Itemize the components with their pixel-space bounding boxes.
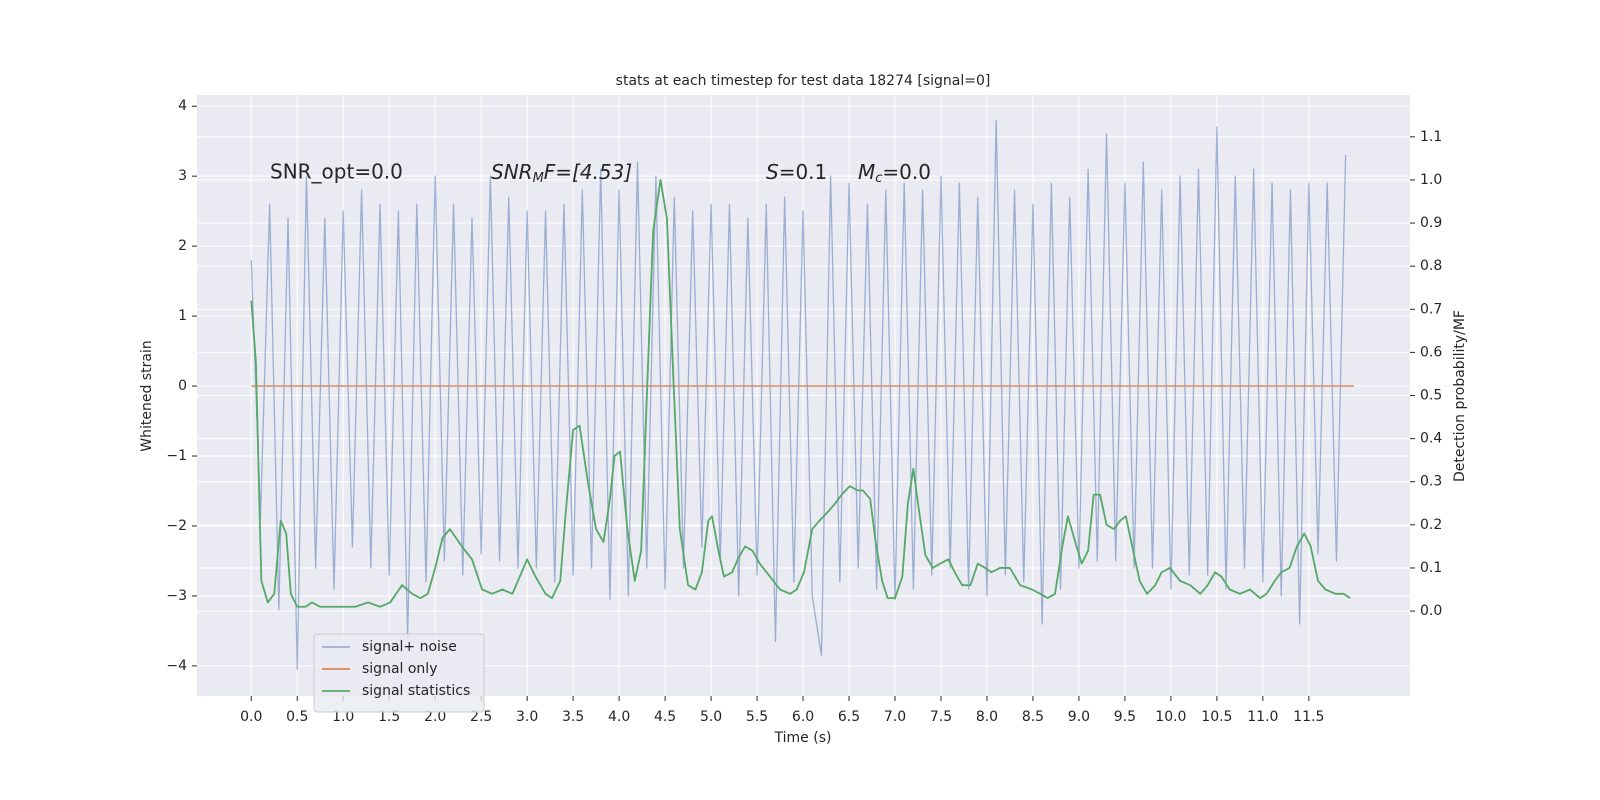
x-tick-label: 4.0 bbox=[608, 709, 630, 725]
x-tick-label: 8.5 bbox=[1022, 709, 1044, 725]
annotation: SNRMF=[4.53] bbox=[491, 160, 632, 186]
y2-tick-label: 0.4 bbox=[1420, 431, 1442, 447]
y-tick-label: 3 bbox=[178, 168, 187, 184]
x-tick-label: 5.5 bbox=[746, 709, 768, 725]
y2-tick-label: 0.7 bbox=[1420, 301, 1442, 317]
x-tick-label: 8.0 bbox=[976, 709, 998, 725]
annotation-part: S bbox=[766, 160, 779, 184]
x-tick-label: 11.5 bbox=[1293, 709, 1324, 725]
y2-tick-label: 0.0 bbox=[1420, 603, 1442, 619]
annotation-part: =0.0 bbox=[882, 160, 931, 184]
annotation-part: M bbox=[858, 160, 875, 184]
series-line bbox=[250, 179, 1351, 608]
x-tick-label: 7.5 bbox=[930, 709, 952, 725]
x-tick-label: 4.5 bbox=[654, 709, 676, 725]
y-tick-label: −2 bbox=[166, 518, 187, 534]
x-tick-label: 10.5 bbox=[1201, 709, 1232, 725]
annotation-part: =0.1 bbox=[779, 160, 828, 184]
x-tick-label: 2.5 bbox=[470, 709, 492, 725]
marks bbox=[250, 119, 1354, 671]
x-tick-label: 1.5 bbox=[378, 709, 400, 725]
x-axis-label: Time (s) bbox=[774, 730, 832, 746]
annotation-sub: c bbox=[875, 171, 882, 186]
annotation: S=0.1 bbox=[766, 160, 827, 184]
x-tick-label: 1.0 bbox=[332, 709, 354, 725]
x-tick-label: 0.0 bbox=[240, 709, 262, 725]
axes: 0.0 0.5 1.0 1.5 2.0 2.5 3.0 3.5 4.0 4.5 5.0 5.5 6.0 6… bbox=[166, 98, 1442, 725]
y-tick-label: 1 bbox=[178, 308, 187, 324]
y2-tick-label: 0.2 bbox=[1420, 517, 1442, 533]
y2-tick-label: 0.3 bbox=[1420, 474, 1442, 490]
y-tick-label: −3 bbox=[166, 588, 187, 604]
y-tick-label: −1 bbox=[166, 448, 187, 464]
y2-axis-label: Detection probability/MF bbox=[1452, 310, 1468, 482]
x-tick-label: 2.0 bbox=[424, 709, 446, 725]
legend-label: signal statistics bbox=[362, 683, 470, 699]
annotation-part: F=[4.53] bbox=[544, 160, 632, 184]
legend-label: signal+ noise bbox=[362, 639, 457, 655]
x-tick-label: 6.5 bbox=[838, 709, 860, 725]
x-tick-label: 10.0 bbox=[1155, 709, 1186, 725]
y-axis-label: Whitened strain bbox=[139, 340, 155, 451]
annotation: Mc=0.0 bbox=[858, 160, 931, 186]
chart-title: stats at each timestep for test data 182… bbox=[616, 73, 991, 89]
x-tick-label: 9.5 bbox=[1114, 709, 1136, 725]
legend: signal+ noise signal only signal statistic… bbox=[313, 633, 485, 713]
y2-tick-label: 1.1 bbox=[1420, 129, 1442, 145]
y-tick-label: −4 bbox=[166, 658, 187, 674]
x-tick-label: 3.0 bbox=[516, 709, 538, 725]
y2-tick-label: 0.1 bbox=[1420, 560, 1442, 576]
annotation-sub: M bbox=[533, 171, 544, 186]
y-tick-label: 2 bbox=[178, 238, 187, 254]
x-tick-label: 3.5 bbox=[562, 709, 584, 725]
series-line bbox=[250, 119, 1347, 671]
x-tick-label: 7.0 bbox=[884, 709, 906, 725]
y2-tick-label: 0.5 bbox=[1420, 388, 1442, 404]
y2-tick-label: 0.9 bbox=[1420, 215, 1442, 231]
y2-tick-label: 0.8 bbox=[1420, 258, 1442, 274]
x-tick-label: 11.0 bbox=[1247, 709, 1278, 725]
y2-tick-label: 0.6 bbox=[1420, 344, 1442, 360]
x-tick-label: 6.0 bbox=[792, 709, 814, 725]
x-tick-label: 0.5 bbox=[286, 709, 308, 725]
x-tick-label: 5.0 bbox=[700, 709, 722, 725]
y-tick-label: 4 bbox=[178, 98, 187, 114]
annotation-part: SNR bbox=[491, 160, 533, 184]
y-tick-label: 0 bbox=[178, 378, 187, 394]
annotation: SNR_opt=0.0 bbox=[270, 160, 403, 184]
y2-tick-label: 1.0 bbox=[1420, 172, 1442, 188]
legend-box bbox=[313, 633, 485, 713]
legend-label: signal only bbox=[362, 661, 437, 677]
x-tick-label: 9.0 bbox=[1068, 709, 1090, 725]
